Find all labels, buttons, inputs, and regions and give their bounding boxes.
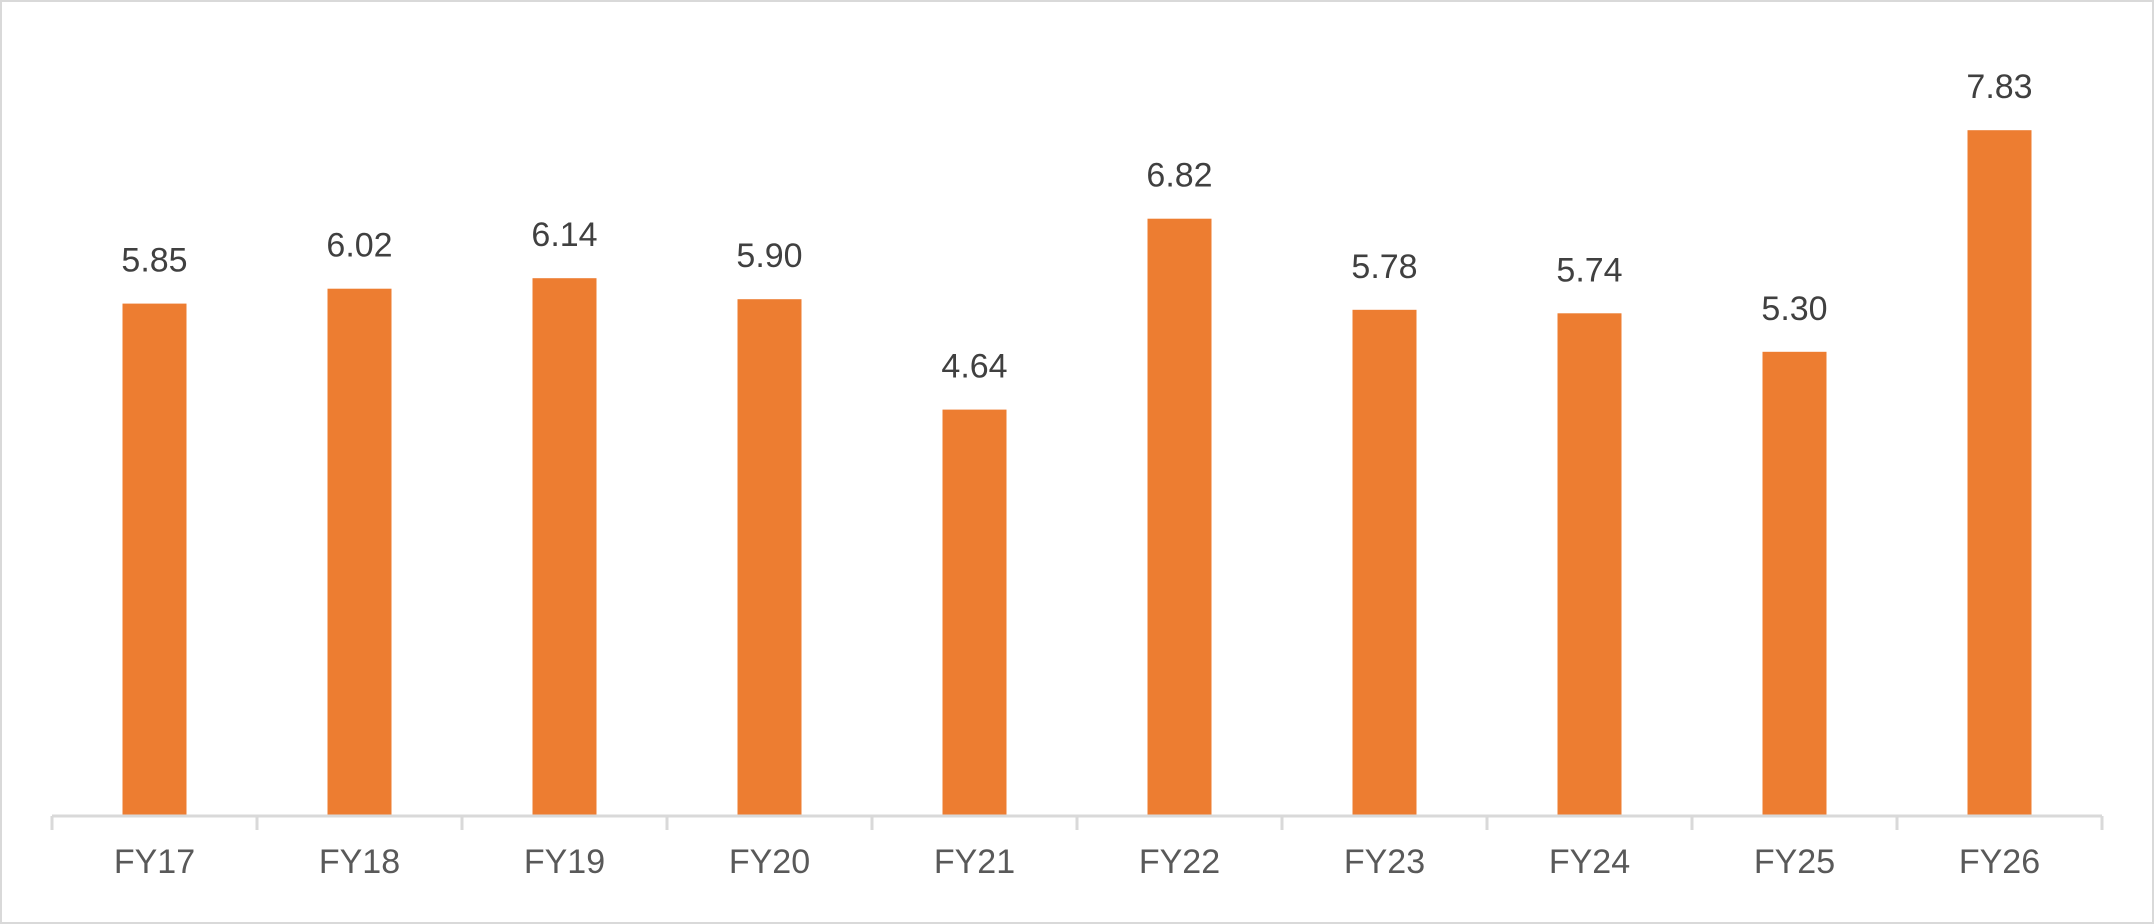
bar-fy18 xyxy=(327,288,392,816)
bar-fy24 xyxy=(1557,313,1622,816)
data-label-fy17: 5.85 xyxy=(121,242,187,280)
data-labels-layer: 5.85 6.02 6.14 5.90 4.64 6.82 5.78 5.74 5.30 7.83 xyxy=(121,68,2032,385)
x-axis xyxy=(50,814,2104,830)
x-tick-label-fy17: FY17 xyxy=(114,843,195,881)
bar-fy17 xyxy=(122,303,187,817)
data-label-fy19: 6.14 xyxy=(531,216,597,254)
data-label-fy24: 5.74 xyxy=(1556,251,1622,289)
bar-fy22 xyxy=(1147,218,1212,816)
data-label-fy22: 6.82 xyxy=(1146,157,1212,195)
bar-fy26 xyxy=(1967,130,2032,816)
data-label-fy23: 5.78 xyxy=(1351,248,1417,286)
data-label-fy26: 7.83 xyxy=(1966,68,2032,106)
bars-layer xyxy=(122,130,2032,817)
bar-fy25 xyxy=(1762,351,1827,816)
bar-fy20 xyxy=(737,299,802,816)
data-label-fy25: 5.30 xyxy=(1761,290,1827,328)
x-tick-label-fy19: FY19 xyxy=(524,843,605,881)
data-label-fy21: 4.64 xyxy=(941,348,1007,386)
x-tick-label-fy18: FY18 xyxy=(319,843,400,881)
x-tick-label-fy25: FY25 xyxy=(1754,843,1835,881)
x-tick-labels: FY17 FY18 FY19 FY20 FY21 FY22 FY23 FY24 FY25 FY26 xyxy=(114,843,2040,881)
data-label-fy20: 5.90 xyxy=(736,237,802,275)
x-tick-label-fy20: FY20 xyxy=(729,843,810,881)
x-tick-label-fy22: FY22 xyxy=(1139,843,1220,881)
x-tick-label-fy21: FY21 xyxy=(934,843,1015,881)
x-tick-label-fy24: FY24 xyxy=(1549,843,1630,881)
bar-fy23 xyxy=(1352,309,1417,816)
bar-fy19 xyxy=(532,278,597,816)
x-tick-label-fy23: FY23 xyxy=(1344,843,1425,881)
data-label-fy18: 6.02 xyxy=(326,227,392,265)
x-tick-label-fy26: FY26 xyxy=(1959,843,2040,881)
bar-fy21 xyxy=(942,409,1007,816)
